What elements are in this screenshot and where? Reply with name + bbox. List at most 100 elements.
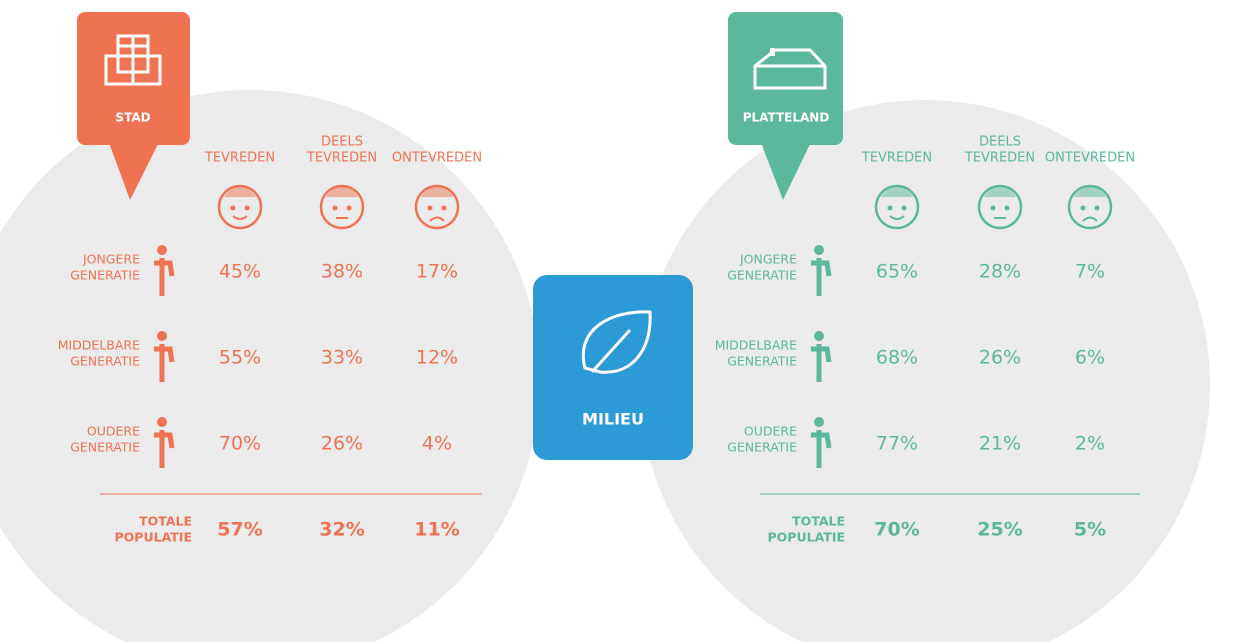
column-header: TEVREDEN	[204, 151, 275, 166]
head	[814, 331, 824, 341]
face-hair	[326, 187, 358, 197]
cell-value: 2%	[1075, 433, 1105, 455]
face-icon	[414, 184, 460, 230]
cell-value: 17%	[416, 261, 458, 283]
eye	[1004, 205, 1010, 211]
mouth	[889, 215, 905, 220]
eye	[990, 205, 996, 211]
face-icon	[319, 184, 365, 230]
row-label: OUDERE	[744, 424, 797, 439]
head	[814, 245, 824, 255]
head	[814, 417, 824, 427]
face	[319, 184, 365, 230]
cell-value: 33%	[321, 347, 363, 369]
cell-value: 68%	[876, 347, 918, 369]
total-value: 11%	[414, 519, 459, 541]
row-label: GENERATIE	[727, 354, 797, 369]
mouth	[1082, 216, 1098, 222]
eye	[1094, 205, 1100, 211]
face-icon	[977, 184, 1023, 230]
column-header: DEELS	[979, 135, 1021, 150]
face-hair	[421, 187, 453, 197]
person-icon	[811, 417, 832, 468]
column-header: TEVREDEN	[964, 151, 1035, 166]
face-icon	[874, 184, 920, 230]
eye	[887, 205, 893, 211]
body	[811, 344, 832, 382]
eye	[332, 205, 338, 211]
face	[977, 184, 1023, 230]
total-value: 70%	[874, 519, 919, 541]
eye	[901, 205, 907, 211]
person-icon	[154, 417, 175, 468]
eye	[230, 205, 236, 211]
eye	[244, 205, 250, 211]
face-hair	[881, 187, 913, 197]
head	[157, 245, 167, 255]
cell-value: 38%	[321, 261, 363, 283]
face-icon	[217, 184, 263, 230]
person-icon	[154, 245, 175, 296]
total-value: 25%	[977, 519, 1022, 541]
row-label: OUDERE	[87, 424, 140, 439]
cell-value: 26%	[979, 347, 1021, 369]
cell-value: 65%	[876, 261, 918, 283]
face	[1067, 184, 1113, 230]
total-value: 32%	[319, 519, 364, 541]
row-label: GENERATIE	[70, 354, 140, 369]
cell-value: 77%	[876, 433, 918, 455]
eye	[1080, 205, 1086, 211]
total-value: 5%	[1074, 519, 1106, 541]
body	[811, 258, 832, 296]
face-hair	[1074, 187, 1106, 197]
mouth	[232, 215, 248, 220]
eye	[427, 205, 433, 211]
head	[157, 417, 167, 427]
eye	[346, 205, 352, 211]
city-label: STAD	[115, 111, 150, 125]
cell-value: 28%	[979, 261, 1021, 283]
column-header: DEELS	[321, 135, 363, 150]
row-label: GENERATIE	[727, 268, 797, 283]
face-hair	[224, 187, 256, 197]
center-badge: MILIEU	[533, 275, 693, 460]
cell-value: 7%	[1075, 261, 1105, 283]
person-icon	[154, 331, 175, 382]
face	[217, 184, 263, 230]
cell-value: 4%	[422, 433, 452, 455]
row-label: JONGERE	[82, 252, 140, 267]
city-badge: STAD	[77, 12, 190, 200]
face-icon	[1067, 184, 1113, 230]
column-header: ONTEVREDEN	[392, 151, 482, 166]
person-icon	[811, 245, 832, 296]
column-header: ONTEVREDEN	[1045, 151, 1135, 166]
total-label: TOTALE	[139, 514, 192, 529]
mouth	[429, 216, 445, 222]
total-label: TOTALE	[792, 514, 845, 529]
body	[154, 258, 175, 296]
face-hair	[984, 187, 1016, 197]
cell-value: 12%	[416, 347, 458, 369]
country-label: PLATTELAND	[743, 111, 830, 125]
cell-value: 6%	[1075, 347, 1105, 369]
column-header: TEVREDEN	[861, 151, 932, 166]
row-label: GENERATIE	[727, 440, 797, 455]
country-circle	[640, 100, 1210, 642]
row-label: GENERATIE	[70, 440, 140, 455]
cell-value: 45%	[219, 261, 261, 283]
body	[154, 430, 175, 468]
row-label: MIDDELBARE	[715, 338, 797, 353]
cell-value: 26%	[321, 433, 363, 455]
cell-value: 70%	[219, 433, 261, 455]
row-label: GENERATIE	[70, 268, 140, 283]
head	[157, 331, 167, 341]
column-header: TEVREDEN	[306, 151, 377, 166]
face	[414, 184, 460, 230]
city-circle	[0, 90, 540, 642]
center-label: MILIEU	[582, 410, 644, 429]
total-value: 57%	[217, 519, 262, 541]
total-label: POPULATIE	[768, 530, 845, 545]
eye	[441, 205, 447, 211]
cell-value: 21%	[979, 433, 1021, 455]
